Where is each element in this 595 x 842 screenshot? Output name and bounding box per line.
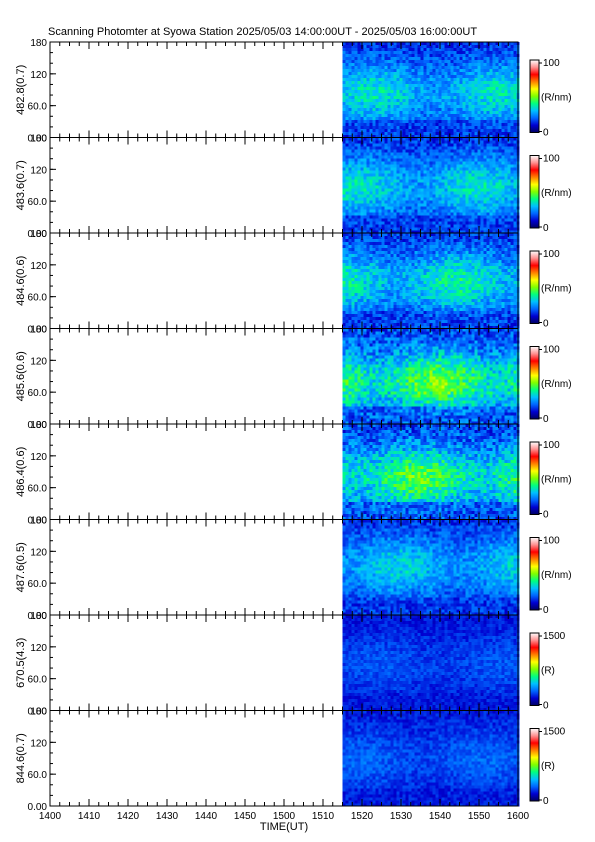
colorbar-min-label: 0 xyxy=(543,223,549,234)
colorbar-min-label: 0 xyxy=(543,605,549,616)
colorbar-min-label: 0 xyxy=(543,796,549,807)
x-tick-label: 1510 xyxy=(312,811,335,822)
colorbar-max-label: 1500 xyxy=(543,631,566,642)
heatmap-panel-2 xyxy=(342,137,520,234)
colorbar-6 xyxy=(529,537,540,611)
y-tick-label: 120 xyxy=(30,452,47,463)
colorbar-unit-label: (R/nm) xyxy=(541,92,572,103)
x-axis-label: TIME(UT) xyxy=(260,821,308,833)
y-tick-label: 0.00 xyxy=(28,611,48,622)
colorbar-unit-label: (R/nm) xyxy=(541,188,572,199)
heatmap-panel-5 xyxy=(342,424,520,520)
colorbar-unit-label: (R/nm) xyxy=(541,474,572,485)
x-tick-label: 1440 xyxy=(195,811,218,822)
heatmap-panel-4 xyxy=(342,328,520,425)
y-tick-label: 60.0 xyxy=(28,675,48,686)
y-tick-label: 120 xyxy=(30,547,47,558)
colorbar-max-label: 100 xyxy=(543,536,560,547)
colorbar-unit-label: (R) xyxy=(541,761,555,772)
panel-ylabel: 487.6(0.5) xyxy=(15,542,27,592)
y-tick-label: 0.00 xyxy=(28,707,48,718)
y-tick-label: 0.00 xyxy=(28,420,48,431)
y-tick-label: 0.00 xyxy=(28,229,48,240)
colorbar-unit-label: (R/nm) xyxy=(541,570,572,581)
y-tick-label: 0.00 xyxy=(28,802,48,813)
colorbar-7 xyxy=(529,632,540,706)
colorbar-unit-label: (R) xyxy=(541,665,555,676)
colorbar-3 xyxy=(529,250,540,324)
x-tick-label: 1430 xyxy=(156,811,179,822)
y-tick-label: 0.00 xyxy=(28,325,48,336)
panel-ylabel: 486.4(0.6) xyxy=(15,447,27,497)
panel-ylabel: 844.6(0.7) xyxy=(15,733,27,783)
y-tick-label: 180 xyxy=(30,38,47,49)
colorbar-max-label: 100 xyxy=(543,58,560,69)
colorbar-unit-label: (R/nm) xyxy=(541,283,572,294)
y-tick-label: 180 xyxy=(30,707,47,718)
y-tick-label: 60.0 xyxy=(28,293,48,304)
heatmap-panel-3 xyxy=(342,233,520,329)
panel-ylabel: 484.6(0.6) xyxy=(15,256,27,306)
heatmap-panel-1 xyxy=(342,42,520,138)
colorbar-min-label: 0 xyxy=(543,128,549,139)
y-tick-label: 180 xyxy=(30,516,47,527)
x-tick-label: 1420 xyxy=(117,811,140,822)
chart-title: Scanning Photomter at Syowa Station 2025… xyxy=(48,26,478,38)
y-tick-label: 120 xyxy=(30,70,47,81)
y-tick-label: 120 xyxy=(30,643,47,654)
y-tick-label: 180 xyxy=(30,134,47,145)
y-tick-label: 180 xyxy=(30,611,47,622)
colorbar-max-label: 100 xyxy=(543,249,560,260)
colorbar-8 xyxy=(529,728,540,802)
x-tick-label: 1530 xyxy=(390,811,413,822)
y-tick-label: 180 xyxy=(30,325,47,336)
y-tick-label: 120 xyxy=(30,261,47,272)
colorbar-min-label: 0 xyxy=(543,510,549,521)
y-tick-label: 60.0 xyxy=(28,579,48,590)
y-tick-label: 180 xyxy=(30,420,47,431)
colorbar-max-label: 100 xyxy=(543,440,560,451)
y-tick-label: 120 xyxy=(30,738,47,749)
panel-ylabel: 485.6(0.6) xyxy=(15,351,27,401)
heatmap-panel-7 xyxy=(342,615,520,711)
y-tick-label: 0.00 xyxy=(28,516,48,527)
y-tick-label: 60.0 xyxy=(28,388,48,399)
colorbar-5 xyxy=(529,441,540,515)
y-tick-label: 60.0 xyxy=(28,197,48,208)
y-tick-label: 60.0 xyxy=(28,102,48,113)
colorbar-4 xyxy=(529,346,540,420)
colorbar-max-label: 100 xyxy=(543,154,560,165)
x-tick-label: 1410 xyxy=(78,811,101,822)
colorbar-max-label: 1500 xyxy=(543,727,566,738)
panel-ylabel: 483.6(0.7) xyxy=(15,160,27,210)
colorbar-min-label: 0 xyxy=(543,319,549,330)
x-tick-label: 1400 xyxy=(39,811,62,822)
y-tick-label: 0.00 xyxy=(28,134,48,145)
x-tick-label: 1600 xyxy=(507,811,530,822)
x-tick-label: 1550 xyxy=(468,811,491,822)
colorbar-2 xyxy=(529,155,540,229)
y-tick-label: 120 xyxy=(30,165,47,176)
y-tick-label: 180 xyxy=(30,229,47,240)
colorbar-min-label: 0 xyxy=(543,414,549,425)
colorbar-max-label: 100 xyxy=(543,345,560,356)
colorbar-min-label: 0 xyxy=(543,701,549,712)
heatmap-panel-8 xyxy=(342,710,520,807)
panel-ylabel: 670.5(4.3) xyxy=(15,638,27,688)
x-tick-label: 1540 xyxy=(429,811,452,822)
y-tick-label: 120 xyxy=(30,356,47,367)
x-tick-label: 1520 xyxy=(351,811,374,822)
heatmap-panel-6 xyxy=(342,519,520,616)
panel-ylabel: 482.8(0.7) xyxy=(15,65,27,115)
x-tick-label: 1500 xyxy=(273,811,296,822)
colorbar-unit-label: (R/nm) xyxy=(541,379,572,390)
y-tick-label: 60.0 xyxy=(28,484,48,495)
y-tick-label: 60.0 xyxy=(28,770,48,781)
colorbar-1 xyxy=(529,59,540,133)
x-tick-label: 1450 xyxy=(234,811,257,822)
